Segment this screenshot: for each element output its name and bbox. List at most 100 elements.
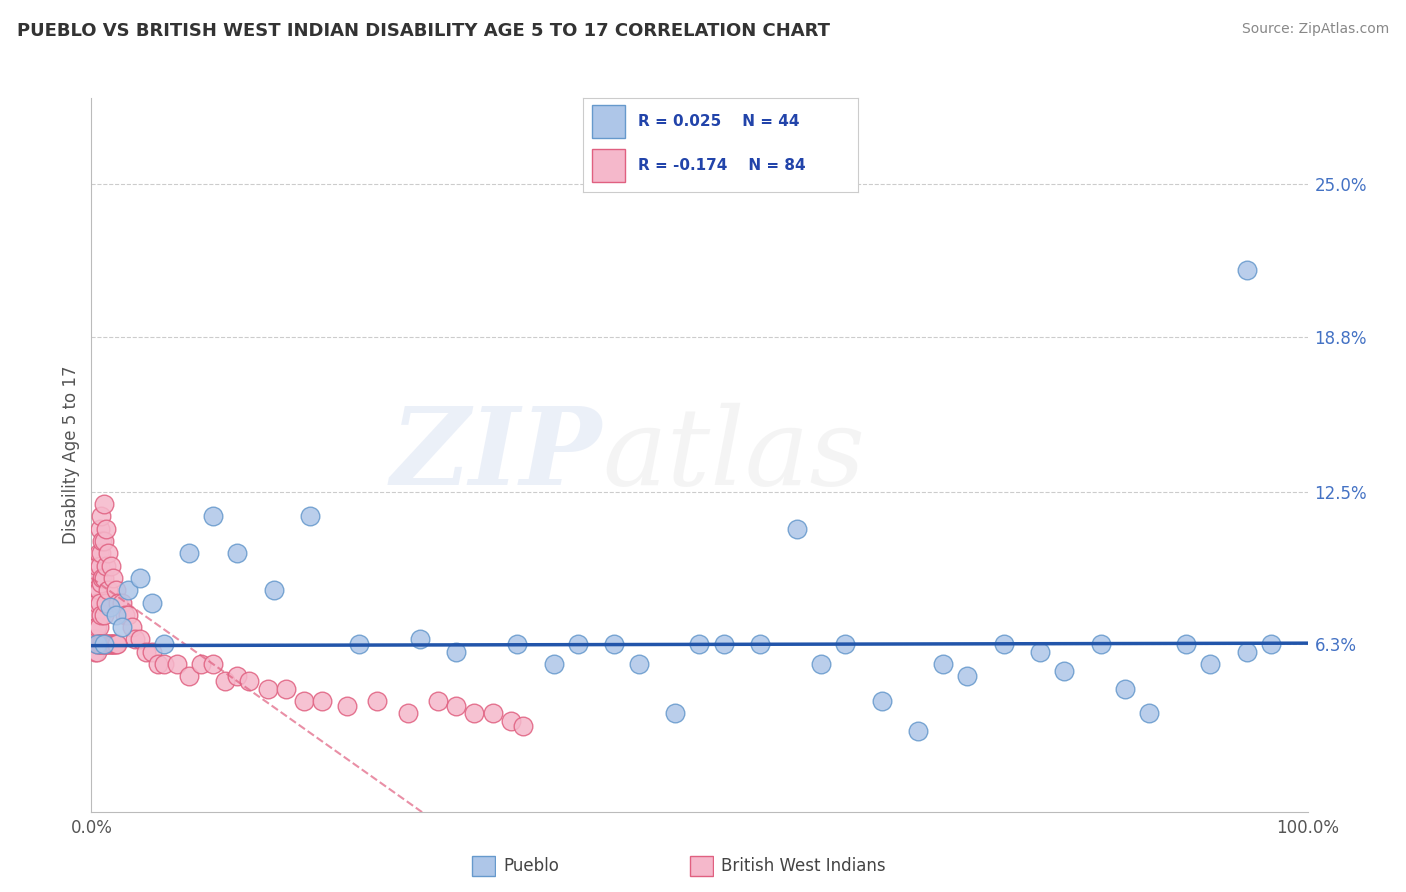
Point [409, 632, 432, 647]
Point [91, 637, 114, 651]
Point [111, 596, 134, 610]
Point [91, 534, 114, 549]
Point [190, 657, 212, 671]
Point [97, 583, 120, 598]
Point [97, 546, 120, 560]
Point [84, 632, 107, 647]
Point [749, 637, 772, 651]
Point [84, 571, 107, 585]
Point [104, 607, 127, 622]
Point [98, 637, 121, 651]
Point [427, 694, 450, 708]
Point [93, 534, 115, 549]
Point [141, 645, 163, 659]
Point [688, 637, 710, 651]
Point [1053, 665, 1076, 679]
Point [89, 558, 111, 573]
Point [543, 657, 565, 671]
Point [202, 657, 225, 671]
Point [100, 637, 122, 651]
Point [83, 632, 105, 647]
Text: PUEBLO VS BRITISH WEST INDIAN DISABILITY AGE 5 TO 17 CORRELATION CHART: PUEBLO VS BRITISH WEST INDIAN DISABILITY… [17, 22, 830, 40]
Point [93, 497, 115, 511]
Point [129, 632, 152, 647]
Point [93, 571, 115, 585]
Point [107, 596, 129, 610]
Point [907, 723, 929, 738]
Point [1236, 263, 1258, 277]
Point [463, 706, 485, 721]
Point [93, 607, 115, 622]
Point [87, 546, 110, 560]
Point [834, 637, 856, 651]
Point [274, 681, 297, 696]
Point [129, 571, 152, 585]
Point [86, 637, 108, 651]
Point [87, 583, 110, 598]
Point [90, 637, 112, 651]
Point [94, 596, 117, 610]
Point [89, 522, 111, 536]
Point [84, 620, 107, 634]
Point [86, 596, 108, 610]
Point [117, 607, 139, 622]
Text: Pueblo: Pueblo [503, 857, 560, 875]
Point [311, 694, 333, 708]
Point [347, 637, 370, 651]
Point [299, 509, 322, 524]
Point [103, 637, 125, 651]
Point [214, 674, 236, 689]
Point [166, 657, 188, 671]
Point [202, 509, 225, 524]
Point [90, 575, 112, 590]
Point [83, 596, 105, 610]
Point [499, 714, 522, 728]
Point [713, 637, 735, 651]
Point [396, 706, 419, 721]
Point [94, 522, 117, 536]
Text: atlas: atlas [602, 402, 865, 508]
Point [336, 698, 359, 713]
Point [292, 694, 315, 708]
Point [124, 632, 146, 647]
Point [84, 645, 107, 659]
Point [94, 637, 117, 651]
Point [94, 558, 117, 573]
Point [153, 657, 176, 671]
Text: British West Indians: British West Indians [721, 857, 886, 875]
Text: ZIP: ZIP [391, 402, 602, 508]
Point [87, 637, 110, 651]
Point [810, 657, 832, 671]
Point [1236, 645, 1258, 659]
Point [104, 637, 127, 651]
Point [105, 637, 128, 651]
Point [89, 637, 111, 651]
Point [1260, 637, 1282, 651]
Text: R = 0.025    N = 44: R = 0.025 N = 44 [638, 114, 800, 129]
Point [103, 571, 125, 585]
Point [786, 522, 808, 536]
Point [135, 645, 157, 659]
Point [1114, 681, 1136, 696]
Bar [472, 856, 495, 876]
Point [603, 637, 626, 651]
Point [90, 607, 112, 622]
Point [366, 694, 388, 708]
Point [238, 674, 260, 689]
Point [98, 600, 121, 615]
Point [870, 694, 893, 708]
Point [444, 698, 467, 713]
Text: Source: ZipAtlas.com: Source: ZipAtlas.com [1241, 22, 1389, 37]
Point [94, 637, 117, 651]
Point [956, 669, 979, 683]
Point [89, 596, 111, 610]
Point [104, 583, 127, 598]
Point [97, 637, 120, 651]
Point [90, 509, 112, 524]
Point [931, 657, 953, 671]
Point [1139, 706, 1161, 721]
Point [226, 546, 249, 560]
Point [86, 637, 108, 651]
Point [512, 718, 534, 732]
Point [111, 620, 134, 634]
